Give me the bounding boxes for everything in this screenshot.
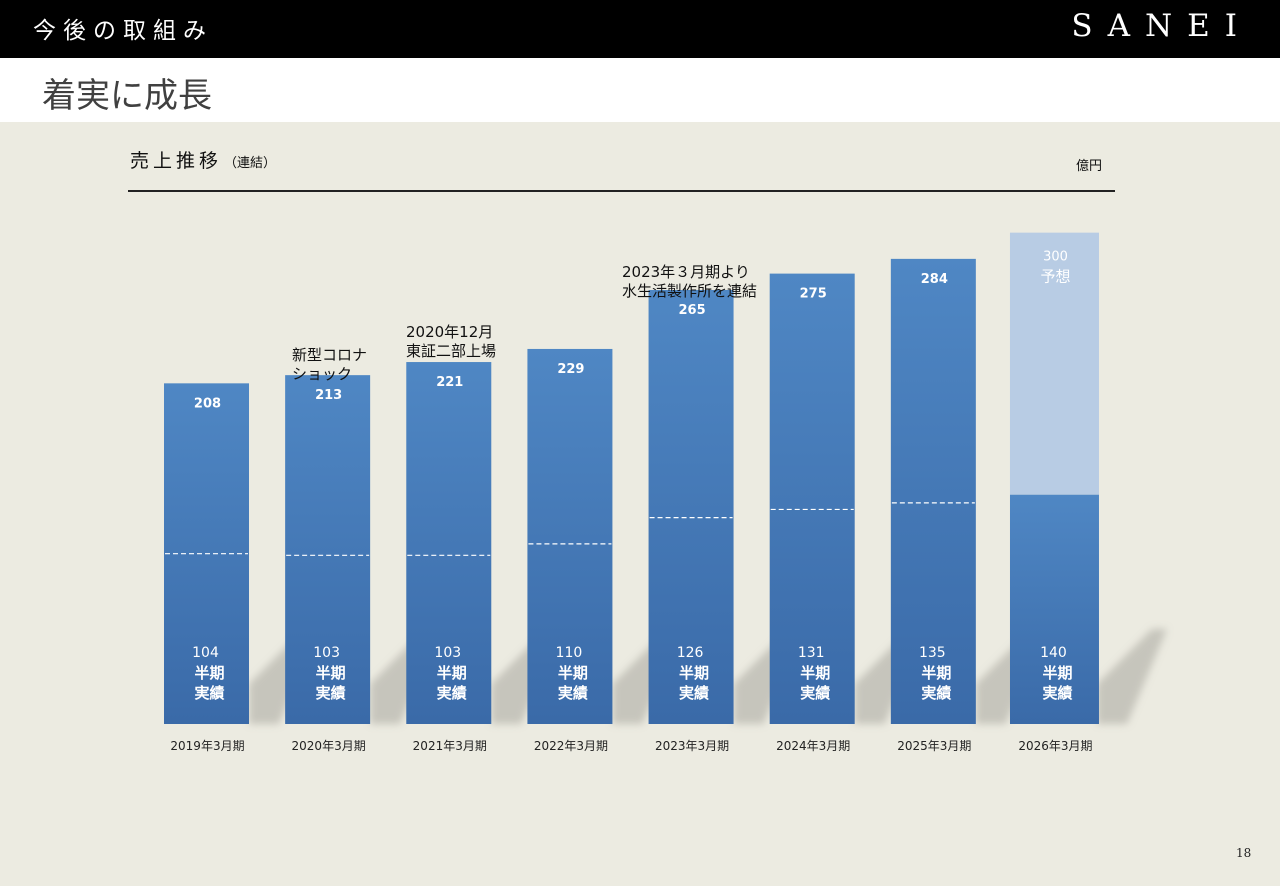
half-year-caption: 半期 [800,664,830,682]
company-logo: SANEI [1071,8,1252,44]
half-year-caption: 半期 [1042,664,1072,682]
annual-value-label: 208 [194,396,221,411]
unit-label: 億円 [1076,159,1103,174]
chart-title-text: 売上推移 [130,150,223,172]
half-year-value-label: 131 [798,645,825,661]
annual-value-label: 275 [800,287,827,302]
category-label: 2026年3月期 [1018,739,1092,753]
title-rule [128,190,1115,192]
forecast-value-label: 300 [1043,250,1068,265]
half-year-caption: 実績 [679,684,709,702]
annual-value-label: 229 [557,362,584,377]
annual-value-label: 213 [315,388,342,403]
header-bar: 今後の取組み SANEI [0,0,1280,58]
category-label: 2025年3月期 [897,739,971,753]
half-year-caption: 半期 [437,664,467,682]
half-year-caption: 実績 [194,684,224,702]
forecast-bar [1009,232,1099,495]
half-year-value-label: 103 [434,645,461,661]
half-year-bar [1009,494,1099,724]
annual-bar [769,273,855,724]
half-year-caption: 実績 [1042,684,1072,702]
page-title: 着実に成長 [42,76,212,116]
bar-shadow [1096,629,1167,724]
annual-bar [527,348,613,724]
half-year-caption: 実績 [800,684,830,702]
half-year-value-label: 126 [677,645,704,661]
annual-bar [648,289,734,724]
category-label: 2024年3月期 [776,739,850,753]
category-label: 2022年3月期 [534,739,608,753]
annual-bar [406,362,492,724]
chart-annotation: 2023年３月期より 水生活製作所を連結 [622,263,758,300]
annual-bar [890,258,976,724]
annual-value-label: 265 [678,303,705,318]
annual-value-label: 284 [921,272,948,287]
category-label: 2021年3月期 [413,739,487,753]
annual-value-label: 221 [436,375,463,390]
half-year-value-label: 135 [919,645,946,661]
chart-annotation: 新型コロナ ショック [292,346,368,383]
category-label: 2023年3月期 [655,739,729,753]
half-year-caption: 実績 [316,684,346,702]
half-year-caption: 半期 [558,664,588,682]
half-year-caption: 半期 [921,664,951,682]
section-title: 今後の取組み [33,18,213,44]
page-number: 18 [1236,846,1252,860]
chart-subtitle: （連結） [224,156,277,171]
half-year-caption: 実績 [558,684,588,702]
half-year-value-label: 110 [556,645,583,661]
half-year-caption: 半期 [194,664,224,682]
half-year-caption: 実績 [437,684,467,702]
annual-bar [285,375,371,724]
chart-annotation: 2020年12月 東証二部上場 [406,323,497,360]
title-bar: 着実に成長 [0,58,1280,122]
category-label: 2019年3月期 [170,739,244,753]
half-year-value-label: 140 [1040,645,1067,661]
half-year-caption: 半期 [679,664,709,682]
half-year-value-label: 103 [313,645,340,661]
category-label: 2020年3月期 [292,739,366,753]
chart-title: 売上推移 （連結） [130,146,276,173]
half-year-caption: 半期 [316,664,346,682]
half-year-value-label: 104 [192,645,219,661]
forecast-label: 予想 [1040,268,1070,286]
half-year-caption: 実績 [921,684,951,702]
